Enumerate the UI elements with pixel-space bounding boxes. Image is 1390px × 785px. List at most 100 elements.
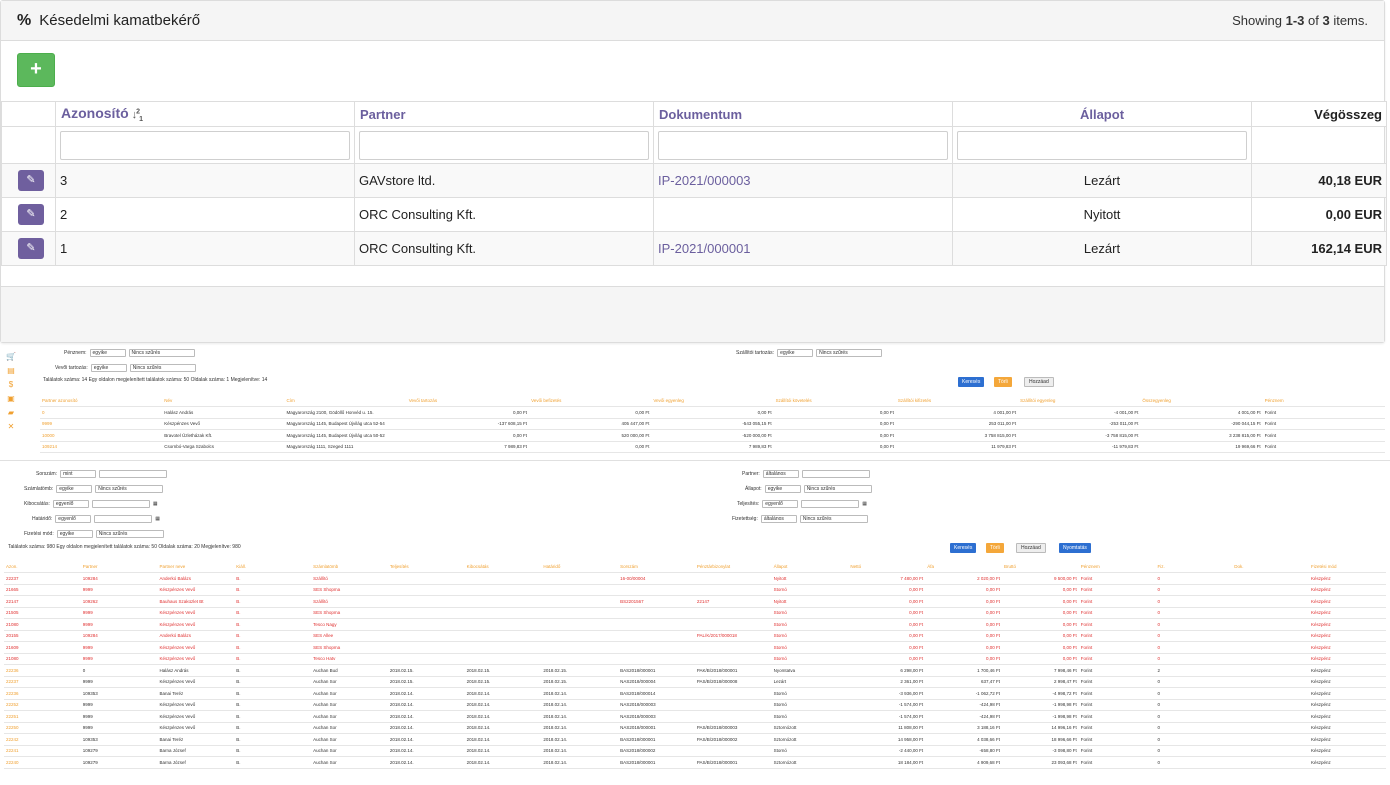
filter-op-select[interactable]: egyike: [90, 364, 127, 372]
mini-table-row[interactable]: 20155 109284 Anderkó Balázs B. SES Allee PAL/…: [4, 630, 1386, 642]
mini-column-header[interactable]: Határidő: [541, 561, 619, 573]
embed2-search-button[interactable]: Keresés: [950, 543, 977, 553]
mini-column-header[interactable]: Szállítói követelés: [773, 395, 896, 407]
embed1-add-button[interactable]: Hozzáad: [1024, 377, 1054, 387]
status-column-header[interactable]: Állapot: [952, 101, 1252, 127]
filter-op-select[interactable]: egyike: [89, 349, 126, 357]
mini-column-header[interactable]: Kibocsátás: [464, 561, 542, 573]
embed2-reset-button[interactable]: Törli: [986, 543, 1004, 553]
id-filter-input[interactable]: [60, 130, 350, 160]
embed2-print-button[interactable]: Nyomtatás: [1059, 543, 1091, 553]
mini-column-header[interactable]: Név: [162, 395, 285, 407]
mini-column-header[interactable]: Partner azonosító: [40, 395, 163, 407]
mini-column-header[interactable]: Teljesítés: [387, 561, 465, 573]
filter-text-input[interactable]: [99, 470, 168, 478]
mini-column-header[interactable]: Azon.: [4, 561, 81, 573]
mini-column-header[interactable]: Állapot: [771, 561, 849, 573]
mini-table-row[interactable]: 10000 Bravotel Üzletházak Kft. Magyarorszá…: [40, 429, 1385, 442]
mini-table-row[interactable]: 22250 9999 Készpénzes Vevő B. Auchan Sor 2018…: [4, 722, 1386, 734]
sort-ascending-icon[interactable]: ↓21: [131, 108, 143, 124]
mini-table-row[interactable]: 109214 Csornbó-Varga Szabolcs Magyarország…: [40, 441, 1385, 453]
edit-icon[interactable]: ✎: [18, 170, 44, 191]
edit-icon[interactable]: ✎: [18, 204, 44, 225]
partner-column-header[interactable]: Partner: [354, 101, 654, 127]
document-link[interactable]: IP-2021/000003: [658, 173, 751, 188]
filter-op-select[interactable]: egyike: [56, 530, 93, 538]
mini-table-row[interactable]: 22236 109353 Banai Teréz B. Auchan Sor 2018.0…: [4, 687, 1386, 700]
filter-value-select[interactable]: Nincs szűrés: [803, 485, 872, 493]
mini-column-header[interactable]: Sorszám: [618, 561, 695, 573]
mini-column-header[interactable]: Kiáll.: [234, 561, 312, 573]
filter-op-select[interactable]: egyike: [56, 485, 93, 493]
mini-table-row[interactable]: 21609 9999 Készpénzes Vevő B. SES Shopma Stor…: [4, 641, 1386, 654]
mini-column-header[interactable]: Vevői tartozás: [406, 395, 530, 407]
filter-op-select[interactable]: egyenlő: [52, 500, 89, 508]
mini-table-row[interactable]: 22237 109284 Anderkó Balázs B. Szállító 16-00…: [4, 572, 1386, 585]
mini-table-row[interactable]: 22240 109279 Barna József B. Auchan Sor 2018.…: [4, 756, 1386, 769]
filter-value-select[interactable]: Nincs szűrés: [816, 349, 883, 357]
mini-column-header[interactable]: Szállítói egyenleg: [1018, 395, 1141, 407]
mini-column-header[interactable]: Partner neve: [157, 561, 235, 573]
mini-column-header[interactable]: Pénztárbizonylat: [694, 561, 772, 573]
filter-op-select[interactable]: egyenlő: [55, 515, 92, 523]
embed1-reset-button[interactable]: Törli: [994, 377, 1012, 387]
mini-column-header[interactable]: Fizetési mód: [1309, 561, 1386, 573]
embed2-add-button[interactable]: Hozzáad: [1016, 543, 1046, 553]
mini-column-header[interactable]: Pénznem: [1078, 561, 1156, 573]
mini-column-header[interactable]: Pénznem: [1262, 395, 1385, 407]
mini-column-header[interactable]: Cím: [284, 395, 407, 407]
mini-table-row[interactable]: 22241 109279 Barna József B. Auchan Sor 2018.…: [4, 745, 1386, 757]
mini-table-row[interactable]: 22236 0 Halász András B. Auchan Bud 2018.02.1…: [4, 664, 1386, 677]
mini-column-header[interactable]: Dok.: [1232, 561, 1310, 573]
mini-table-row[interactable]: 22147 109262 Bauhaus Szaküzlet Bt B. Szállít…: [4, 595, 1386, 608]
mini-column-header[interactable]: Összegyenleg: [1140, 395, 1263, 407]
mini-table-row[interactable]: 9999 Készpénzes Vevő Magyarország 1145, Bu…: [40, 418, 1385, 430]
document-link[interactable]: IP-2021/000001: [658, 241, 751, 256]
document-column-header[interactable]: Dokumentum: [653, 101, 953, 127]
calendar-icon[interactable]: ▦: [862, 501, 867, 507]
filter-op-select[interactable]: mint: [60, 470, 97, 478]
embed1-search-button[interactable]: Keresés: [958, 377, 985, 387]
calendar-icon[interactable]: ▦: [152, 501, 158, 507]
filter-op-select[interactable]: általános: [760, 515, 797, 523]
filter-text-input[interactable]: [801, 470, 870, 478]
mini-table-row[interactable]: 22242 109353 Banai Teréz B. Auchan Sor 2018.0…: [4, 733, 1386, 746]
document-filter-input[interactable]: [658, 130, 948, 160]
mini-table-row[interactable]: 21505 9999 Készpénzes Vevő B. SES Shopma Stor…: [4, 607, 1386, 619]
calendar-icon[interactable]: ▦: [155, 516, 161, 522]
mini-table-row[interactable]: 22252 9999 Készpénzes Vevő B. Auchan Sor 2018…: [4, 699, 1386, 711]
filter-value-select[interactable]: Nincs szűrés: [95, 485, 164, 493]
filter-value-select[interactable]: Nincs szűrés: [799, 515, 868, 523]
mini-column-header[interactable]: Bruttó: [1001, 561, 1079, 573]
date-input[interactable]: [94, 515, 153, 523]
filter-value-select[interactable]: Nincs szűrés: [129, 364, 196, 372]
status-filter-input[interactable]: [957, 130, 1247, 160]
mini-table-row[interactable]: 22251 9999 Készpénzes Vevő B. Auchan Sor 2018…: [4, 710, 1386, 723]
filter-value-select[interactable]: Nincs szűrés: [128, 349, 195, 357]
mini-table-row[interactable]: 22237 9999 Készpénzes Vevő B. Auchan Sor 2018…: [4, 676, 1386, 688]
date-input[interactable]: [801, 500, 860, 508]
filter-op-select[interactable]: egyenlő: [762, 500, 799, 508]
mini-column-header[interactable]: Vevői befizetés: [529, 395, 652, 407]
date-input[interactable]: [91, 500, 150, 508]
mini-column-header[interactable]: Fiz.: [1155, 561, 1233, 573]
mini-column-header[interactable]: Vevői egyenleg: [651, 395, 774, 407]
filter-op-select[interactable]: egyike: [777, 349, 814, 357]
filter-value-select[interactable]: Nincs szűrés: [95, 530, 164, 538]
edit-icon[interactable]: ✎: [18, 238, 44, 259]
mini-table-row[interactable]: 21665 9999 Készpénzes Vevő B. SES Shopma Stor…: [4, 584, 1386, 596]
id-column-header[interactable]: Azonosító ↓21: [55, 101, 355, 127]
mini-column-header[interactable]: Áfa: [925, 561, 1002, 573]
add-button[interactable]: +: [17, 53, 55, 87]
mini-column-header[interactable]: Számlatömb: [311, 561, 388, 573]
mini-table-row[interactable]: 21080 9999 Készpénzes Vevő B. Tesco Nagy Stor…: [4, 618, 1386, 631]
mini-column-header[interactable]: Szállítói kifizetés: [895, 395, 1019, 407]
mini-column-header[interactable]: Nettó: [848, 561, 926, 573]
partner-filter-input[interactable]: [359, 130, 649, 160]
filter-op-select[interactable]: egyike: [764, 485, 801, 493]
filter-op-select[interactable]: általános: [762, 470, 799, 478]
mini-table-cell: Auchan Sor: [311, 710, 388, 723]
mini-table-row[interactable]: 0 Halász András Magyarország 2100, Gödöllő…: [40, 406, 1385, 419]
mini-column-header[interactable]: Partner: [80, 561, 158, 573]
mini-table-row[interactable]: 21080 9999 Készpénzes Vevő B. Tesco Hatv Stor…: [4, 653, 1386, 665]
